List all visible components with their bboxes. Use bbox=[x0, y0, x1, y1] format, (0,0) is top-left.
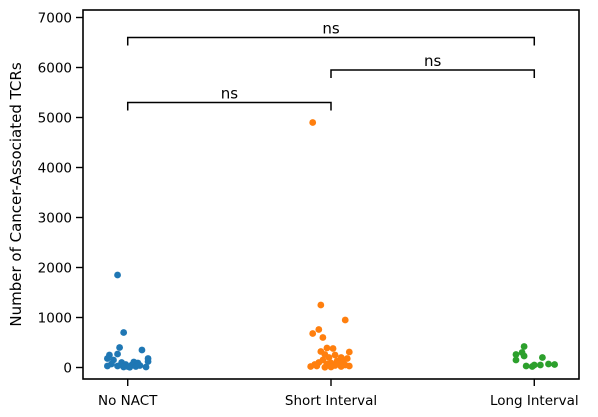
y-axis-label: Number of Cancer-Associated TCRs bbox=[7, 62, 25, 326]
y-tick-label: 3000 bbox=[38, 211, 72, 227]
data-point bbox=[545, 361, 552, 368]
data-point bbox=[338, 363, 345, 370]
significance-bracket bbox=[128, 38, 535, 46]
data-point bbox=[513, 357, 520, 364]
data-point bbox=[521, 353, 528, 360]
y-tick-label: 6000 bbox=[38, 61, 72, 77]
x-axis-ticks: No NACT Short Interval Long Interval bbox=[98, 379, 579, 409]
significance-brackets: ns ns ns bbox=[128, 20, 535, 111]
data-point bbox=[114, 272, 121, 279]
data-point bbox=[346, 363, 353, 370]
plot-frame bbox=[83, 10, 579, 379]
x-tick-label: Short Interval bbox=[285, 393, 377, 409]
data-point bbox=[521, 343, 528, 350]
data-point bbox=[313, 363, 320, 370]
data-point bbox=[315, 326, 322, 333]
data-point bbox=[309, 330, 316, 337]
data-point bbox=[309, 119, 316, 126]
data-point bbox=[537, 362, 544, 369]
data-point bbox=[317, 302, 324, 309]
data-point bbox=[346, 349, 353, 356]
data-point bbox=[120, 329, 127, 336]
data-point bbox=[132, 363, 139, 370]
data-point bbox=[324, 345, 331, 352]
data-point bbox=[322, 364, 329, 371]
data-point bbox=[307, 363, 314, 370]
y-tick-label: 7000 bbox=[38, 11, 72, 27]
data-point bbox=[332, 352, 339, 359]
data-point bbox=[330, 345, 337, 352]
significance-label: ns bbox=[322, 20, 340, 38]
data-point bbox=[328, 364, 335, 371]
data-point bbox=[104, 355, 111, 362]
y-tick-label: 2000 bbox=[38, 261, 72, 277]
data-point bbox=[139, 347, 146, 354]
significance-label: ns bbox=[221, 85, 239, 103]
data-point bbox=[104, 363, 111, 370]
y-tick-label: 5000 bbox=[38, 111, 72, 127]
data-point bbox=[143, 364, 150, 371]
data-point bbox=[523, 363, 530, 370]
data-point bbox=[114, 351, 121, 358]
data-point bbox=[539, 354, 546, 361]
y-tick-label: 1000 bbox=[38, 311, 72, 327]
data-point bbox=[120, 364, 127, 371]
data-point bbox=[342, 317, 349, 324]
significance-bracket bbox=[331, 70, 534, 78]
data-point bbox=[126, 364, 133, 371]
data-points bbox=[104, 119, 558, 371]
x-tick-label: Long Interval bbox=[490, 393, 579, 409]
significance-label: ns bbox=[424, 52, 442, 70]
y-tick-label: 0 bbox=[63, 361, 72, 377]
y-axis-ticks: 0 1000 2000 3000 4000 5000 6000 7000 bbox=[38, 11, 83, 377]
data-point bbox=[116, 344, 123, 351]
data-point bbox=[114, 363, 121, 370]
data-point bbox=[529, 363, 536, 370]
significance-bracket bbox=[128, 103, 331, 111]
y-tick-label: 4000 bbox=[38, 161, 72, 177]
data-point bbox=[319, 334, 326, 341]
x-tick-label: No NACT bbox=[98, 393, 158, 409]
data-point bbox=[551, 361, 558, 368]
